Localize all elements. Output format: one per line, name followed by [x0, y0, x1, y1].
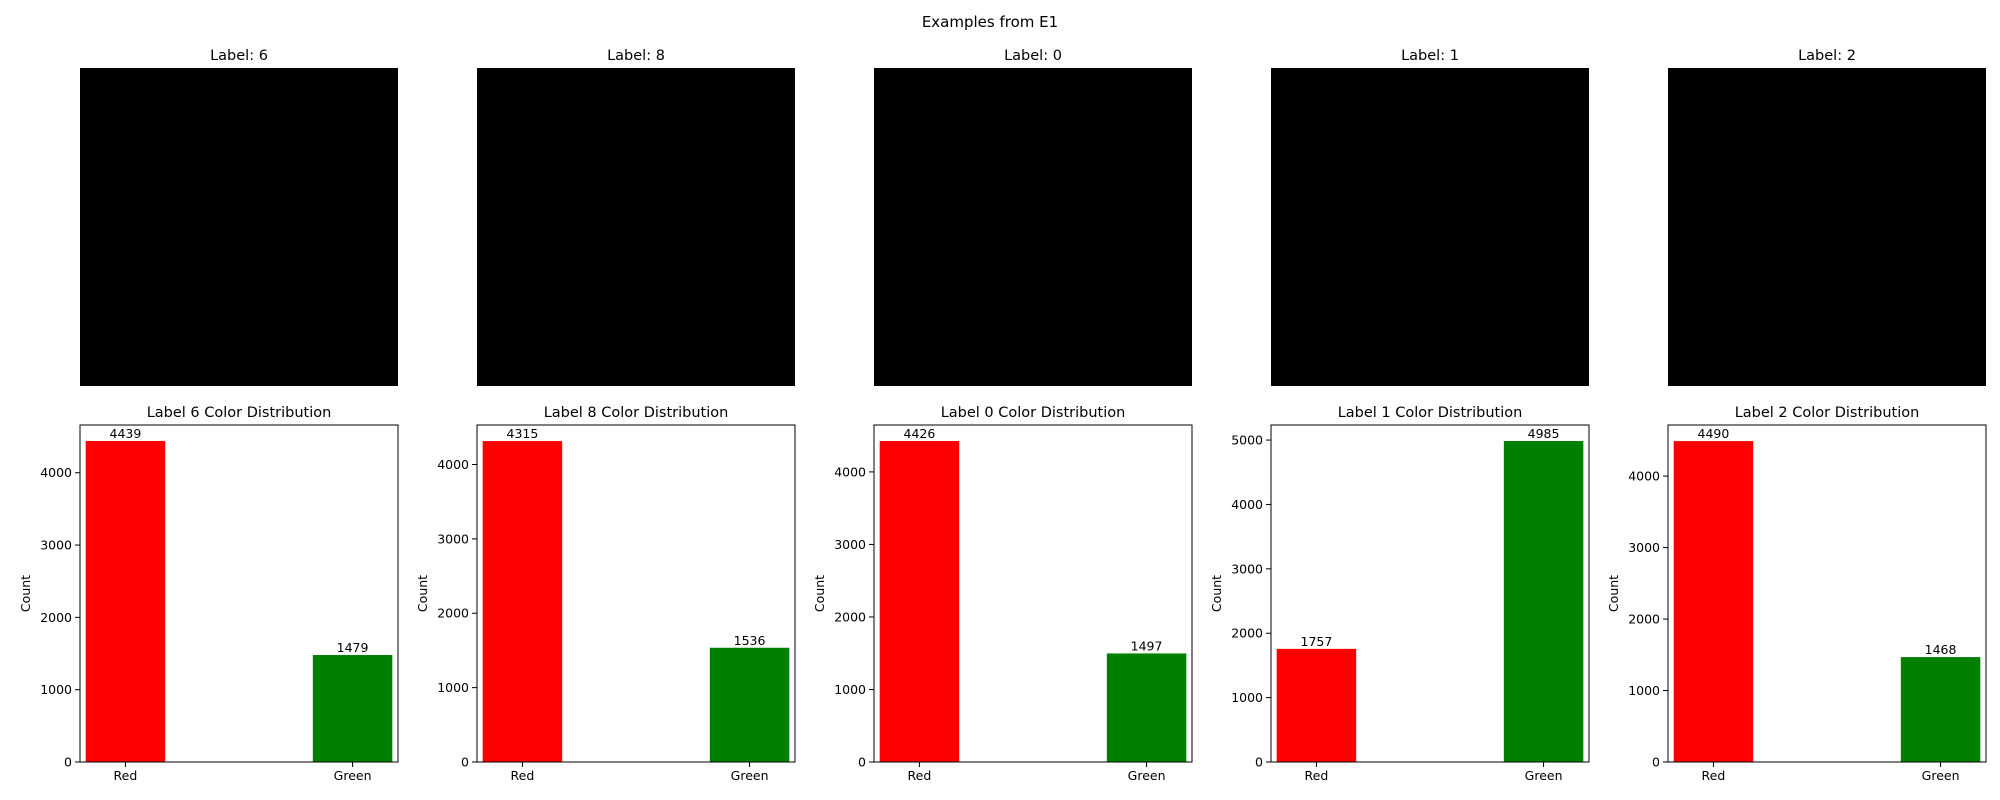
x-tick-label: Green: [334, 768, 372, 783]
x-tick-label: Red: [1702, 768, 1726, 783]
axes-frame: [1667, 424, 1987, 763]
y-tick-label: 4000: [1628, 469, 1660, 484]
bar-value-label: 4426: [904, 426, 936, 441]
y-axis-label: Count: [1606, 575, 1621, 612]
y-tick-label: 3000: [40, 538, 72, 553]
bar-value-label: 1757: [1301, 634, 1333, 649]
y-tick-label: 0: [858, 755, 866, 770]
x-tick-label: Green: [1128, 768, 1166, 783]
axes-frame: [1270, 424, 1590, 763]
image-panel: Label: 0: [874, 48, 1192, 386]
bar-value-label: 1536: [734, 633, 766, 648]
image-panel: Label: 8: [477, 48, 795, 386]
y-tick-label: 0: [64, 755, 72, 770]
bar-value-label: 1497: [1131, 638, 1163, 653]
bar-green: [312, 655, 393, 762]
y-tick-label: 1000: [1231, 690, 1263, 705]
bar-value-label: 4315: [507, 426, 539, 441]
bar-chart: Label 8 Color Distribution 4315 Red 1536 Gre…: [415, 405, 796, 783]
panels: Label: 6 Label: 8 Label: 0 Label: 1 Label: 2…: [18, 48, 1987, 783]
bar-red: [1673, 441, 1754, 762]
x-tick-label: Red: [1305, 768, 1329, 783]
bar-green: [1106, 653, 1187, 762]
y-tick-label: 0: [461, 755, 469, 770]
y-tick-label: 2000: [40, 610, 72, 625]
y-tick-label: 0: [1652, 755, 1660, 770]
image-title: Label: 1: [1401, 48, 1459, 64]
y-tick-label: 4000: [437, 457, 469, 472]
y-tick-label: 0: [1255, 755, 1263, 770]
bar-green: [1900, 657, 1981, 762]
chart-title: Label 2 Color Distribution: [1735, 405, 1920, 421]
bar-value-label: 1468: [1925, 642, 1957, 657]
digit-image-background: [477, 68, 795, 386]
bar-chart: Label 6 Color Distribution 4439 Red 1479 Gre…: [18, 405, 399, 783]
y-tick-label: 1000: [40, 682, 72, 697]
digit-image-background: [80, 68, 398, 386]
x-tick-label: Green: [1525, 768, 1563, 783]
y-tick-label: 3000: [1628, 540, 1660, 555]
chart-title: Label 1 Color Distribution: [1338, 405, 1523, 421]
y-tick-label: 2000: [437, 606, 469, 621]
image-title: Label: 0: [1004, 48, 1062, 64]
image-title: Label: 8: [607, 48, 665, 64]
axes-frame: [873, 424, 1193, 763]
x-tick-label: Red: [114, 768, 138, 783]
digit-image-background: [1271, 68, 1589, 386]
image-panel: Label: 2: [1668, 48, 1986, 386]
y-tick-label: 1000: [1628, 683, 1660, 698]
y-tick-label: 2000: [1628, 612, 1660, 627]
bar-red: [879, 441, 960, 762]
y-axis-label: Count: [812, 575, 827, 612]
chart-title: Label 8 Color Distribution: [544, 405, 729, 421]
image-panel: Label: 1: [1271, 48, 1589, 386]
y-tick-label: 3000: [437, 531, 469, 546]
bar-value-label: 4985: [1528, 426, 1560, 441]
bar-value-label: 4439: [110, 426, 142, 441]
y-tick-label: 4000: [40, 465, 72, 480]
bar-red: [482, 441, 563, 762]
bar-value-label: 1479: [337, 640, 369, 655]
x-tick-label: Green: [731, 768, 769, 783]
image-panel: Label: 6: [80, 48, 398, 386]
digit-image-background: [874, 68, 1192, 386]
bar-chart: Label 0 Color Distribution 4426 Red 1497 Gre…: [812, 405, 1193, 783]
y-tick-label: 5000: [1231, 433, 1263, 448]
x-tick-label: Green: [1922, 768, 1960, 783]
bar-chart: Label 1 Color Distribution 1757 Red 4985 Gre…: [1209, 405, 1590, 783]
chart-title: Label 6 Color Distribution: [147, 405, 332, 421]
bar-green: [709, 647, 790, 762]
y-tick-label: 3000: [1231, 561, 1263, 576]
chart-title: Label 0 Color Distribution: [941, 405, 1126, 421]
image-title: Label: 2: [1798, 48, 1856, 64]
bar-chart: Label 2 Color Distribution 4490 Red 1468 Gre…: [1606, 405, 1987, 783]
figure-title: Examples from E1: [922, 13, 1058, 31]
y-tick-label: 4000: [1231, 497, 1263, 512]
bar-red: [1276, 648, 1357, 762]
y-tick-label: 1000: [834, 682, 866, 697]
bar-red: [85, 440, 166, 762]
y-tick-label: 2000: [1231, 626, 1263, 641]
x-tick-label: Red: [511, 768, 535, 783]
axes-frame: [476, 424, 796, 763]
axes-frame: [79, 424, 399, 763]
image-title: Label: 6: [210, 48, 268, 64]
bar-green: [1503, 441, 1584, 762]
y-tick-label: 4000: [834, 464, 866, 479]
y-tick-label: 1000: [437, 680, 469, 695]
y-tick-label: 2000: [834, 609, 866, 624]
bar-value-label: 4490: [1698, 426, 1730, 441]
x-tick-label: Red: [908, 768, 932, 783]
y-axis-label: Count: [415, 575, 430, 612]
digit-image-background: [1668, 68, 1986, 386]
pixel-grid: [160, 136, 398, 386]
y-axis-label: Count: [1209, 575, 1224, 612]
y-axis-label: Count: [18, 575, 33, 612]
y-tick-label: 3000: [834, 537, 866, 552]
